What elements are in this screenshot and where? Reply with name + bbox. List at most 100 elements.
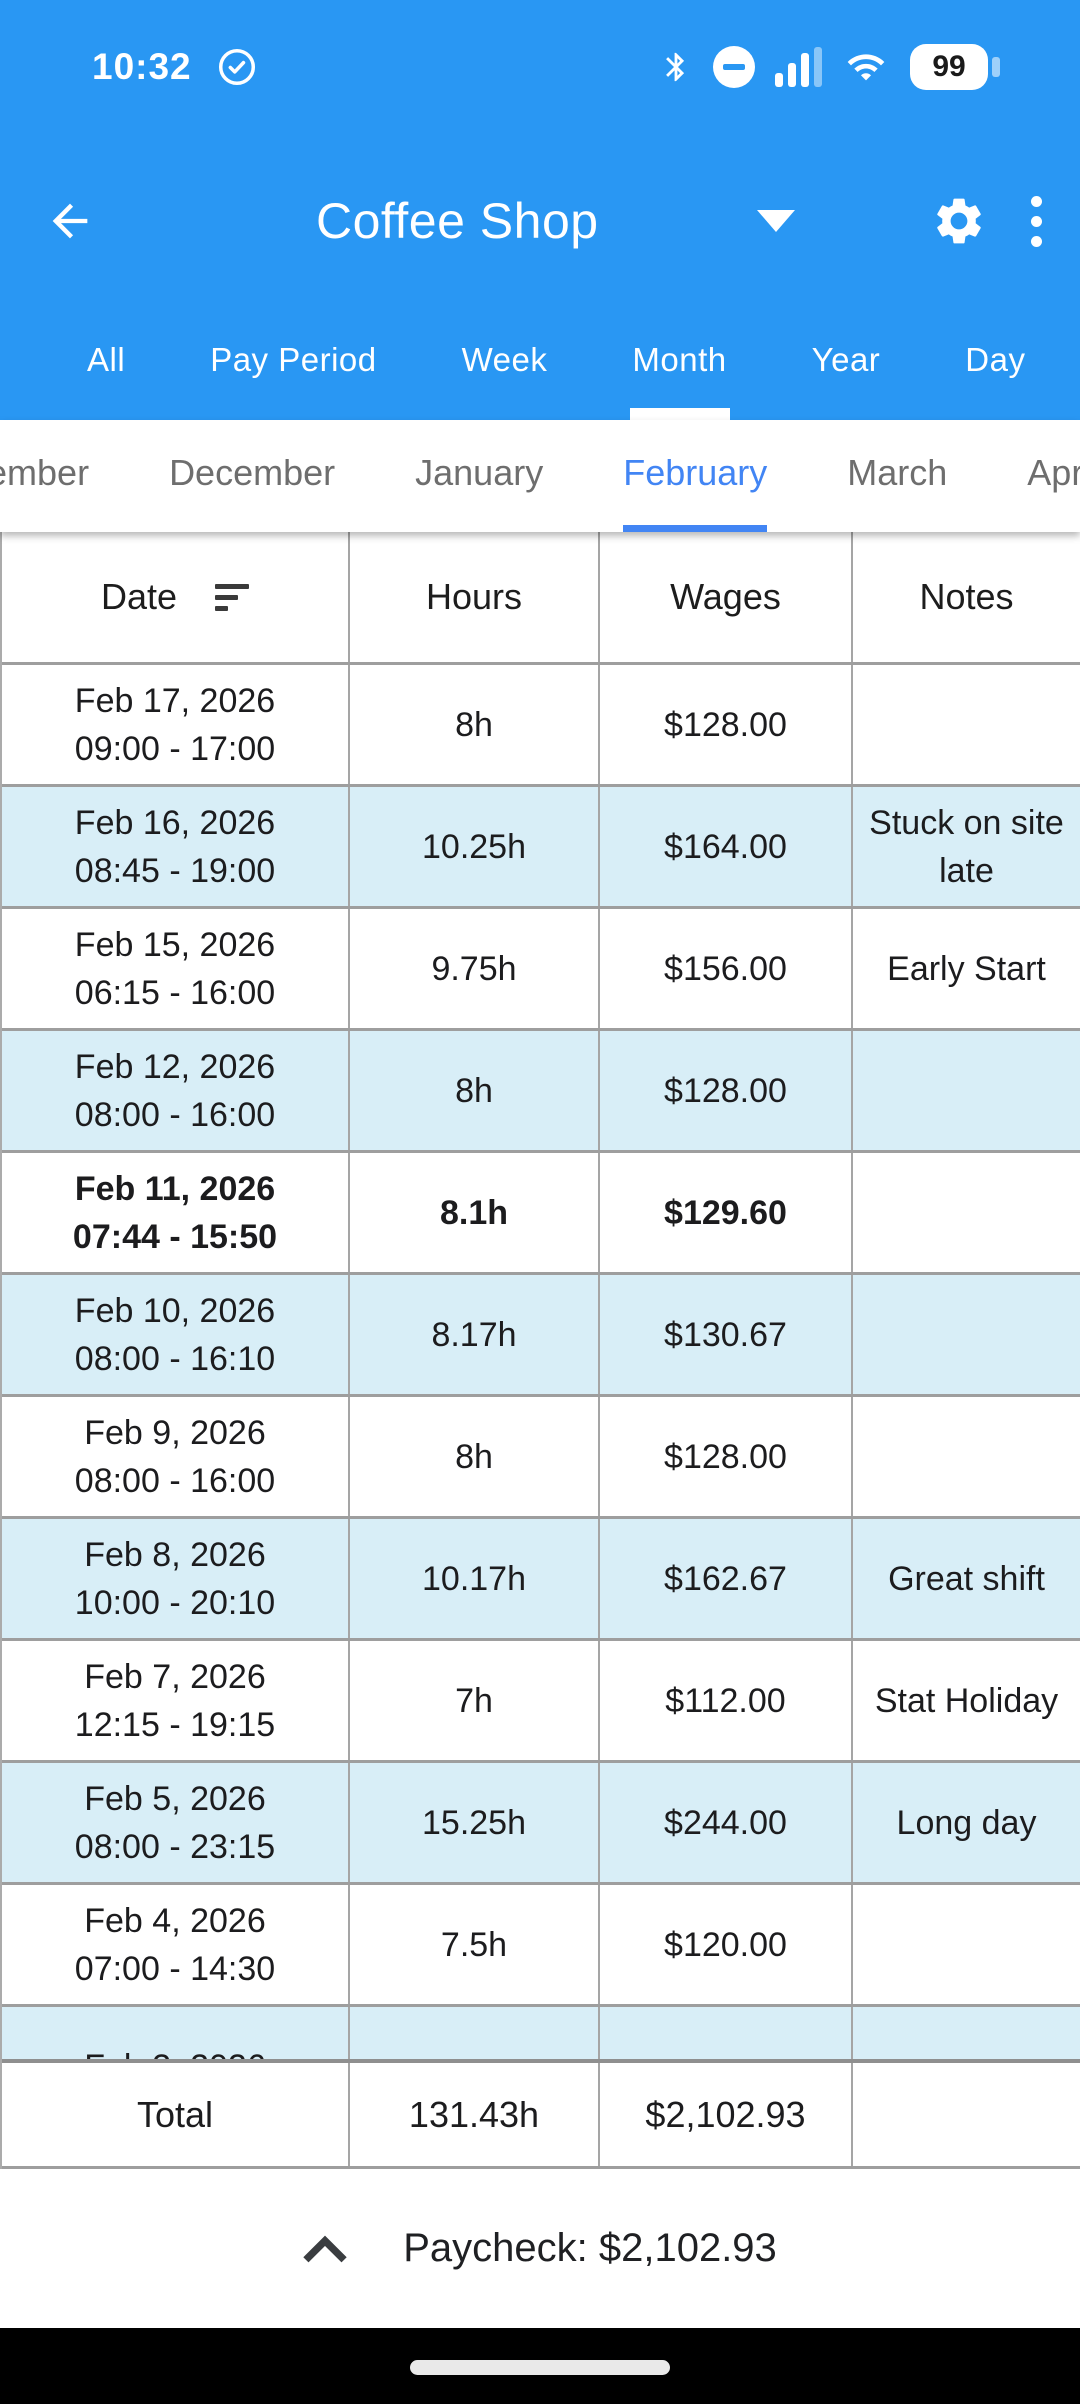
cell-hours: 10.17h (348, 1519, 598, 1638)
table-row[interactable]: Feb 3, 2026 (2, 2007, 1080, 2059)
title-dropdown-caret-icon[interactable] (756, 210, 795, 232)
cell-wages: $156.00 (598, 909, 851, 1028)
time-range: 09:00 - 17:00 (74, 729, 276, 768)
cell-notes: Stuck on site late (851, 787, 1080, 906)
time-range: 07:00 - 14:30 (74, 1949, 276, 1988)
cell-wages (598, 2007, 851, 2059)
table-row[interactable]: Feb 15, 2026 06:15 - 16:00 9.75h $156.00 Ear… (2, 909, 1080, 1031)
month-tabs: November December January February March Apri… (0, 420, 1080, 532)
cell-date: Feb 4, 2026 07:00 - 14:30 (2, 1885, 348, 2004)
column-header-notes: Notes (851, 532, 1080, 662)
cell-date: Feb 7, 2026 12:15 - 19:15 (2, 1641, 348, 1760)
chevron-up-icon[interactable] (303, 2234, 347, 2264)
cell-date: Feb 5, 2026 08:00 - 23:15 (2, 1763, 348, 1882)
month-tab-december[interactable]: December (169, 451, 336, 493)
date-line: Feb 12, 2026 (74, 1047, 276, 1086)
page-title[interactable]: Coffee Shop (316, 193, 599, 249)
table-row[interactable]: Feb 8, 2026 10:00 - 20:10 10.17h $162.67 Gre… (2, 1519, 1080, 1641)
battery-percent: 99 (910, 44, 988, 90)
table-row[interactable]: Feb 16, 2026 08:45 - 19:00 10.25h $164.00 St… (2, 787, 1080, 909)
cell-date: Feb 16, 2026 08:45 - 19:00 (2, 787, 348, 906)
tab-pay-period[interactable]: Pay Period (210, 341, 377, 378)
time-range: 06:15 - 16:00 (74, 973, 276, 1012)
date-line: Feb 17, 2026 (74, 681, 276, 720)
month-tab-april[interactable]: April (1027, 451, 1080, 493)
battery-icon: 99 (910, 44, 1000, 90)
table-row[interactable]: Feb 7, 2026 12:15 - 19:15 7h $112.00 Stat Ho… (2, 1641, 1080, 1763)
cell-hours (348, 2007, 598, 2059)
table-row[interactable]: Feb 4, 2026 07:00 - 14:30 7.5h $120.00 (2, 1885, 1080, 2007)
wifi-icon (842, 47, 890, 87)
month-tab-january[interactable]: January (415, 451, 544, 493)
cell-wages: $164.00 (598, 787, 851, 906)
column-header-date[interactable]: Date (2, 532, 348, 662)
cell-hours: 7.5h (348, 1885, 598, 2004)
date-line: Feb 4, 2026 (84, 1901, 266, 1940)
total-notes (851, 2063, 1080, 2166)
table-rows-scroll-area[interactable]: Feb 17, 2026 09:00 - 17:00 8h $128.00 Feb 16… (2, 665, 1080, 2059)
month-tab-november[interactable]: November (0, 451, 90, 493)
cell-date: Feb 3, 2026 (2, 2007, 348, 2060)
date-header-label: Date (100, 576, 178, 617)
sort-icon[interactable] (215, 583, 250, 611)
time-range: 08:45 - 19:00 (74, 851, 276, 890)
time-range: 07:44 - 15:50 (72, 1217, 278, 1256)
cell-notes (851, 1397, 1080, 1516)
date-line: Feb 16, 2026 (74, 803, 276, 842)
time-range: 10:00 - 20:10 (74, 1583, 276, 1622)
tab-year[interactable]: Year (811, 341, 881, 378)
back-button[interactable] (44, 195, 96, 247)
table-row[interactable]: Feb 10, 2026 08:00 - 16:10 8.17h $130.67 (2, 1275, 1080, 1397)
system-nav-bar (0, 2328, 1080, 2404)
tab-all[interactable]: All (87, 341, 126, 378)
date-line: Feb 15, 2026 (74, 925, 276, 964)
cell-date: Feb 8, 2026 10:00 - 20:10 (2, 1519, 348, 1638)
table-header: Date Hours Wages Notes (2, 532, 1080, 665)
settings-button[interactable] (931, 193, 987, 249)
cell-date: Feb 15, 2026 06:15 - 16:00 (2, 909, 348, 1028)
cell-wages: $162.67 (598, 1519, 851, 1638)
total-label: Total (136, 2093, 214, 2135)
time-range: 08:00 - 23:15 (74, 1827, 276, 1866)
time-range: 08:00 - 16:00 (74, 1095, 276, 1134)
cell-notes (851, 665, 1080, 784)
cell-notes: Long day (851, 1763, 1080, 1882)
bluetooth-icon (659, 47, 693, 87)
check-circle-icon (216, 46, 258, 88)
battery-nub (992, 57, 1000, 77)
cell-date: Feb 9, 2026 08:00 - 16:00 (2, 1397, 348, 1516)
cell-notes: Great shift (851, 1519, 1080, 1638)
status-bar: 10:32 (0, 0, 1080, 120)
time-range: 12:15 - 19:15 (74, 1705, 276, 1744)
app-bar: Coffee Shop (0, 120, 1080, 300)
cell-date: Feb 12, 2026 08:00 - 16:00 (2, 1031, 348, 1150)
month-tab-march[interactable]: March (847, 451, 948, 493)
cell-notes (851, 1275, 1080, 1394)
table-row[interactable]: Feb 17, 2026 09:00 - 17:00 8h $128.00 (2, 665, 1080, 787)
cell-date: Feb 11, 2026 07:44 - 15:50 (2, 1153, 348, 1272)
home-indicator[interactable] (410, 2360, 670, 2375)
cell-signal-icon (775, 47, 822, 87)
month-tab-february[interactable]: February (623, 420, 768, 532)
tab-day[interactable]: Day (965, 341, 1026, 378)
cell-wages: $130.67 (598, 1275, 851, 1394)
cell-notes (851, 1885, 1080, 2004)
total-hours: 131.43h (348, 2063, 598, 2166)
date-line: Feb 3, 2026 (84, 2043, 265, 2060)
tab-week[interactable]: Week (461, 341, 548, 378)
shifts-table: Date Hours Wages Notes Feb 17, 2026 09:00… (0, 532, 1080, 2169)
cell-wages: $120.00 (598, 1885, 851, 2004)
table-row[interactable]: Feb 5, 2026 08:00 - 23:15 15.25h $244.00 Lon… (2, 1763, 1080, 1885)
table-row[interactable]: Feb 11, 2026 07:44 - 15:50 8.1h $129.60 (2, 1153, 1080, 1275)
total-row: Total 131.43h $2,102.93 (2, 2059, 1080, 2169)
status-left: 10:32 (92, 46, 258, 88)
cell-hours: 8.1h (348, 1153, 598, 1272)
cell-hours: 10.25h (348, 787, 598, 906)
tab-month[interactable]: Month (632, 300, 726, 420)
status-time: 10:32 (92, 46, 192, 87)
overflow-menu-button[interactable] (1031, 195, 1042, 247)
date-line: Feb 10, 2026 (74, 1291, 276, 1330)
table-row[interactable]: Feb 9, 2026 08:00 - 16:00 8h $128.00 (2, 1397, 1080, 1519)
table-row[interactable]: Feb 12, 2026 08:00 - 16:00 8h $128.00 (2, 1031, 1080, 1153)
cell-notes: Early Start (851, 909, 1080, 1028)
